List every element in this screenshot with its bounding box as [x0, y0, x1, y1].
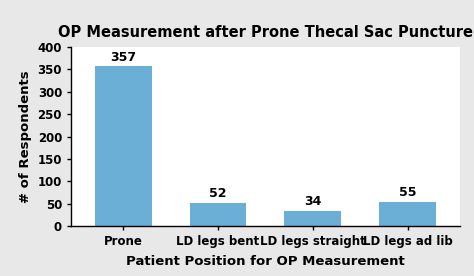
Title: OP Measurement after Prone Thecal Sac Puncture: OP Measurement after Prone Thecal Sac Pu…	[58, 25, 473, 40]
Text: 34: 34	[304, 195, 321, 208]
Bar	[379, 202, 436, 226]
Bar	[284, 211, 341, 226]
Bar	[95, 66, 152, 226]
Y-axis label: # of Respondents: # of Respondents	[19, 70, 32, 203]
Text: 357: 357	[110, 51, 137, 63]
Text: 55: 55	[399, 186, 416, 199]
Text: 52: 52	[210, 187, 227, 200]
Bar	[190, 203, 246, 226]
X-axis label: Patient Position for OP Measurement: Patient Position for OP Measurement	[126, 255, 405, 268]
